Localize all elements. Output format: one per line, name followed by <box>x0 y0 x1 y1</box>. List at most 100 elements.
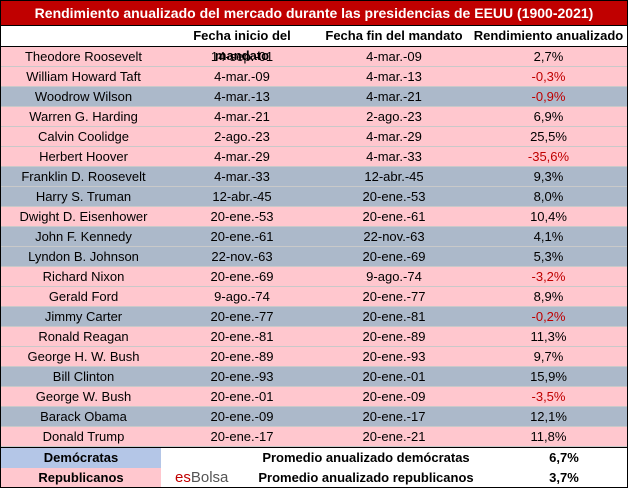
president-name: George W. Bush <box>35 389 132 404</box>
democrats-average-value: 6,7% <box>501 448 627 468</box>
end-date: 12-abr.-45 <box>364 169 424 184</box>
end-date: 20-ene.-77 <box>362 289 426 304</box>
annual-return: 6,9% <box>533 109 564 124</box>
annual-return: 8,0% <box>533 189 564 204</box>
republicans-average-value: 3,7% <box>501 468 627 487</box>
table-row: Donald Trump 20-ene.-17 20-ene.-21 11,8% <box>1 427 627 447</box>
president-name: Bill Clinton <box>52 369 115 384</box>
annual-return: -0,3% <box>531 69 566 84</box>
president-name: Barack Obama <box>40 409 127 424</box>
president-name: Warren G. Harding <box>29 109 138 124</box>
start-date: 9-ago.-74 <box>214 289 270 304</box>
annual-return: 10,4% <box>530 209 567 224</box>
annual-return: -0,9% <box>531 89 566 104</box>
end-date: 4-mar.-13 <box>366 69 422 84</box>
table-row: Warren G. Harding 4-mar.-21 2-ago.-23 6,9% <box>1 107 627 127</box>
annual-return: 11,8% <box>530 429 567 444</box>
annual-return: 12,1% <box>530 409 567 424</box>
end-date: 20-ene.-17 <box>362 409 426 424</box>
annual-return: -3,5% <box>531 389 566 404</box>
end-date: 4-mar.-09 <box>366 49 422 64</box>
annual-return: 15,9% <box>530 369 567 384</box>
start-date: 20-ene.-61 <box>210 229 274 244</box>
table-row: Barack Obama 20-ene.-09 20-ene.-17 12,1% <box>1 407 627 427</box>
start-date: 20-ene.-53 <box>210 209 274 224</box>
table-row: Gerald Ford 9-ago.-74 20-ene.-77 8,9% <box>1 287 627 307</box>
annual-return: 8,9% <box>533 289 564 304</box>
table-row: Dwight D. Eisenhower 20-ene.-53 20-ene.-61… <box>1 207 627 227</box>
end-date: 20-ene.-89 <box>362 329 426 344</box>
table-body: Theodore Roosevelt 14-sep.-01 4-mar.-09 2,7… <box>1 47 627 447</box>
start-date: 12-abr.-45 <box>212 189 272 204</box>
table-row: George H. W. Bush 20-ene.-89 20-ene.-93 9,7… <box>1 347 627 367</box>
table-row: Franklin D. Roosevelt 4-mar.-33 12-abr.-45… <box>1 167 627 187</box>
president-name: Harry S. Truman <box>35 189 132 204</box>
table-row: Calvin Coolidge 2-ago.-23 4-mar.-29 25,5% <box>1 127 627 147</box>
president-name: Donald Trump <box>42 429 125 444</box>
end-date: 20-ene.-09 <box>362 389 426 404</box>
president-name: George H. W. Bush <box>27 349 140 364</box>
footer-republicans: Republicanos esBolsa Promedio anualizado… <box>1 468 627 487</box>
esbolsa-logo: esBolsa <box>175 469 229 486</box>
end-date: 22-nov.-63 <box>363 229 425 244</box>
republicans-label: Republicanos <box>1 468 161 487</box>
annual-return: 11,3% <box>530 329 567 344</box>
end-date: 20-ene.-93 <box>362 349 426 364</box>
republicans-average-label: Promedio anualizado republicanos <box>258 470 474 485</box>
footer-democrats: Demócratas Promedio anualizado demócrata… <box>1 447 627 468</box>
end-date: 20-ene.-69 <box>362 249 426 264</box>
end-date: 4-mar.-21 <box>366 89 422 104</box>
president-name: Jimmy Carter <box>44 309 123 324</box>
president-name: Lyndon B. Johnson <box>28 249 139 264</box>
table-row: Bill Clinton 20-ene.-93 20-ene.-01 15,9% <box>1 367 627 387</box>
table-row: Ronald Reagan 20-ene.-81 20-ene.-89 11,3% <box>1 327 627 347</box>
start-date: 2-ago.-23 <box>214 129 270 144</box>
annual-return: -3,2% <box>531 269 566 284</box>
president-name: Ronald Reagan <box>38 329 129 344</box>
start-date: 22-nov.-63 <box>211 249 273 264</box>
table-row: Lyndon B. Johnson 22-nov.-63 20-ene.-69 5,3… <box>1 247 627 267</box>
annual-return: 9,3% <box>533 169 564 184</box>
president-name: Calvin Coolidge <box>37 129 130 144</box>
table-row: George W. Bush 20-ene.-01 20-ene.-09 -3,5% <box>1 387 627 407</box>
start-date: 14-sep.-01 <box>210 49 274 64</box>
start-date: 20-ene.-77 <box>210 309 274 324</box>
end-date: 4-mar.-29 <box>366 129 422 144</box>
table-row: Jimmy Carter 20-ene.-77 20-ene.-81 -0,2% <box>1 307 627 327</box>
header-row: Fecha inicio del mandato Fecha fin del m… <box>1 26 627 63</box>
president-name: Herbert Hoover <box>39 149 128 164</box>
table-row: Theodore Roosevelt 14-sep.-01 4-mar.-09 2,7… <box>1 47 627 67</box>
start-date: 4-mar.-09 <box>214 69 270 84</box>
start-date: 20-ene.-89 <box>210 349 274 364</box>
header-start-date: Fecha inicio del mandato <box>193 28 291 63</box>
start-date: 20-ene.-93 <box>210 369 274 384</box>
annual-return: 4,1% <box>533 229 564 244</box>
end-date: 2-ago.-23 <box>366 109 422 124</box>
annual-return: 2,7% <box>533 49 564 64</box>
start-date: 20-ene.-01 <box>210 389 274 404</box>
annual-return: 25,5% <box>530 129 567 144</box>
end-date: 20-ene.-81 <box>362 309 426 324</box>
start-date: 4-mar.-13 <box>214 89 270 104</box>
start-date: 4-mar.-33 <box>214 169 270 184</box>
header-return: Rendimiento anualizado <box>473 28 624 43</box>
annual-return: -0,2% <box>531 309 566 324</box>
end-date: 20-ene.-01 <box>362 369 426 384</box>
democrats-label: Demócratas <box>1 448 161 468</box>
start-date: 20-ene.-81 <box>210 329 274 344</box>
president-name: Franklin D. Roosevelt <box>21 169 146 184</box>
end-date: 4-mar.-33 <box>366 149 422 164</box>
annual-return: 9,7% <box>533 349 564 364</box>
annual-return: 5,3% <box>533 249 564 264</box>
annual-return: -35,6% <box>527 149 570 164</box>
end-date: 20-ene.-21 <box>362 429 426 444</box>
end-date: 20-ene.-61 <box>362 209 426 224</box>
start-date: 4-mar.-21 <box>214 109 270 124</box>
table-title: Rendimiento anualizado del mercado duran… <box>1 1 627 26</box>
end-date: 9-ago.-74 <box>366 269 422 284</box>
table-row: Harry S. Truman 12-abr.-45 20-ene.-53 8,0% <box>1 187 627 207</box>
president-name: Woodrow Wilson <box>34 89 133 104</box>
democrats-average-label: Promedio anualizado demócratas <box>161 448 501 468</box>
president-name: Dwight D. Eisenhower <box>19 209 148 224</box>
